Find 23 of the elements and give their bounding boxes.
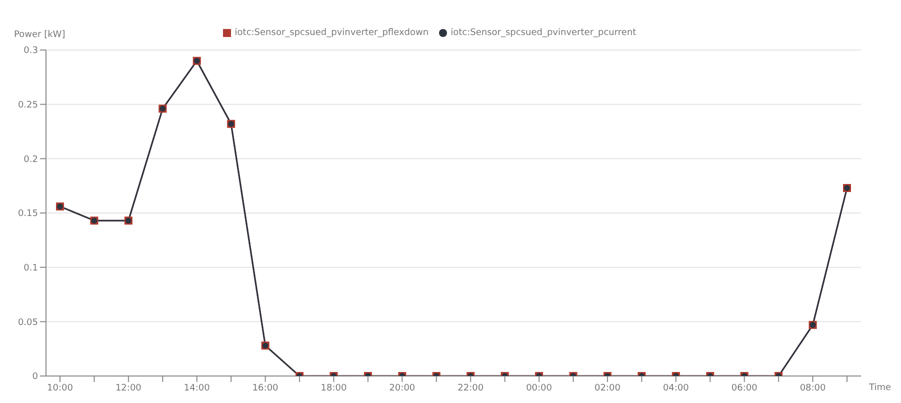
x-tick-label: 22:00 xyxy=(458,383,484,394)
x-tick-label: 02:00 xyxy=(594,383,621,394)
x-tick-label: 12:00 xyxy=(115,383,142,394)
x-tick-label: 06:00 xyxy=(731,383,758,394)
y-axis-title: Power [kW] xyxy=(14,30,66,40)
legend-label: iotc:Sensor_spcsued_pvinverter_pcurrent xyxy=(450,28,636,38)
x-tick-label: 18:00 xyxy=(320,383,347,394)
y-tick-label: 0.1 xyxy=(24,264,38,274)
y-tick-label: 0.2 xyxy=(24,154,38,165)
x-tick-label: 14:00 xyxy=(184,383,210,394)
y-tick-label: 0.05 xyxy=(18,318,38,328)
x-tick-label: 20:00 xyxy=(389,383,416,394)
y-tick-label: 0 xyxy=(32,372,38,382)
y-tick-label: 0.3 xyxy=(24,46,38,56)
x-tick-label: 10:00 xyxy=(47,383,74,394)
x-tick-label: 00:00 xyxy=(526,383,552,394)
legend-label: iotc:Sensor_spcsued_pvinverter_pflexdown xyxy=(234,28,429,38)
x-tick-label: 08:00 xyxy=(800,383,826,394)
x-tick-label: 16:00 xyxy=(252,383,279,394)
x-axis-title: Time xyxy=(868,383,892,394)
x-tick-label: 04:00 xyxy=(662,383,690,394)
y-tick-label: 0.15 xyxy=(18,209,38,220)
y-tick-label: 0.25 xyxy=(18,100,38,111)
